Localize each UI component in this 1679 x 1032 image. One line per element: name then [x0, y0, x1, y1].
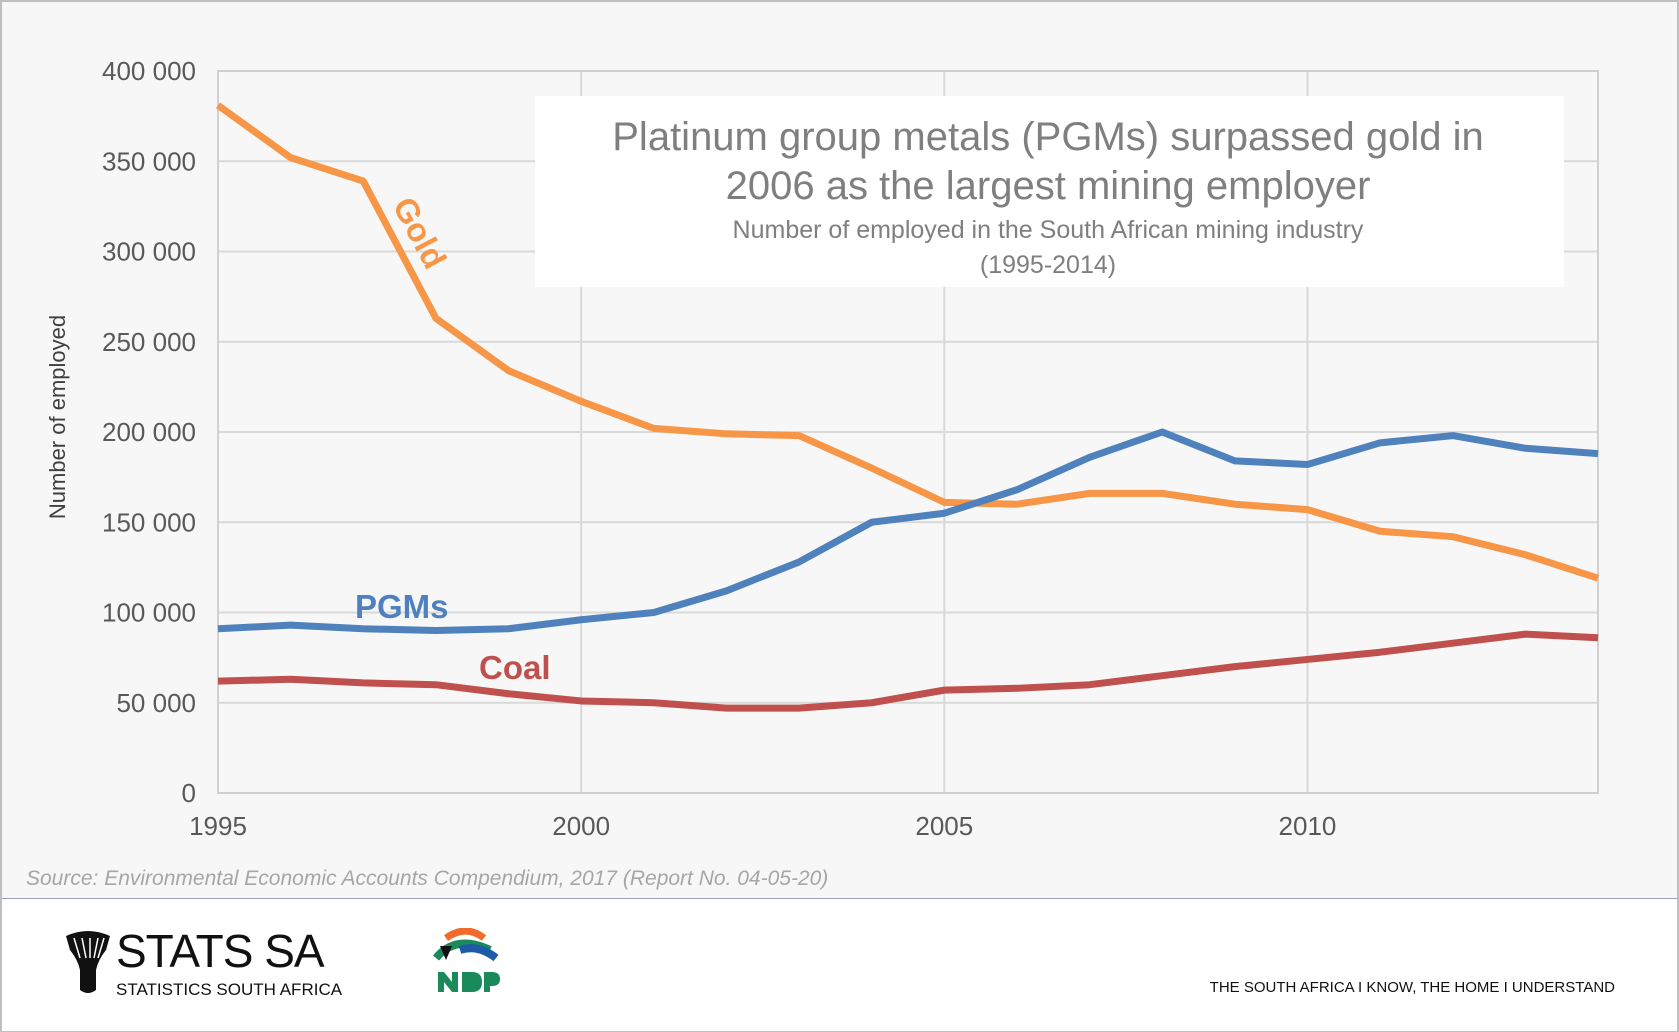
x-tick-label: 2000 [552, 811, 610, 841]
y-tick-label: 50 000 [116, 688, 196, 718]
y-tick-label: 150 000 [102, 507, 196, 537]
chart-subtitle-line-1: Number of employed in the South African … [733, 216, 1364, 244]
footer [2, 898, 1677, 1031]
chart-title-line-2: 2006 as the largest mining employer [726, 164, 1371, 208]
title-box [535, 96, 1564, 287]
series-lines [215, 102, 1600, 712]
series-line-gold [215, 102, 1600, 582]
stats-sa-logo-text: STATS SA [116, 925, 325, 977]
series-label-gold: Gold [386, 191, 454, 275]
stats-sa-logo-icon [66, 931, 110, 993]
series-line-coal [217, 630, 1599, 712]
x-tick-label: 1995 [189, 811, 247, 841]
x-tick-label: 2005 [915, 811, 973, 841]
series-line-pgms [217, 428, 1599, 635]
y-tick-label: 250 000 [102, 327, 196, 357]
chart-subtitle-line-2: (1995-2014) [980, 251, 1116, 279]
plot-area-border [217, 70, 1599, 794]
y-tick-label: 400 000 [102, 56, 196, 86]
x-axis-ticks: 1995 2000 2005 2010 [189, 811, 1336, 841]
y-axis-label: Number of employed [45, 315, 70, 519]
stats-sa-logo-subtitle: STATISTICS SOUTH AFRICA [116, 980, 343, 999]
y-tick-label: 350 000 [102, 146, 196, 176]
footer-tagline: THE SOUTH AFRICA I KNOW, THE HOME I UNDE… [1209, 979, 1615, 996]
y-tick-label: 100 000 [102, 598, 196, 628]
chart-title-line-1: Platinum group metals (PGMs) surpassed g… [612, 115, 1483, 159]
ndp-2030-logo-icon [432, 928, 500, 992]
series-label-coal: Coal [479, 649, 551, 686]
y-axis-ticks: 0 50 000 100 000 150 000 200 000 250 000 300 0… [102, 56, 196, 808]
y-tick-label: 300 000 [102, 237, 196, 267]
series-label-pgms: PGMs [355, 588, 449, 625]
source-note: Source: Environmental Economic Accounts … [26, 867, 829, 890]
y-tick-label: 0 [182, 778, 196, 808]
x-tick-label: 2010 [1279, 811, 1337, 841]
y-tick-label: 200 000 [102, 417, 196, 447]
